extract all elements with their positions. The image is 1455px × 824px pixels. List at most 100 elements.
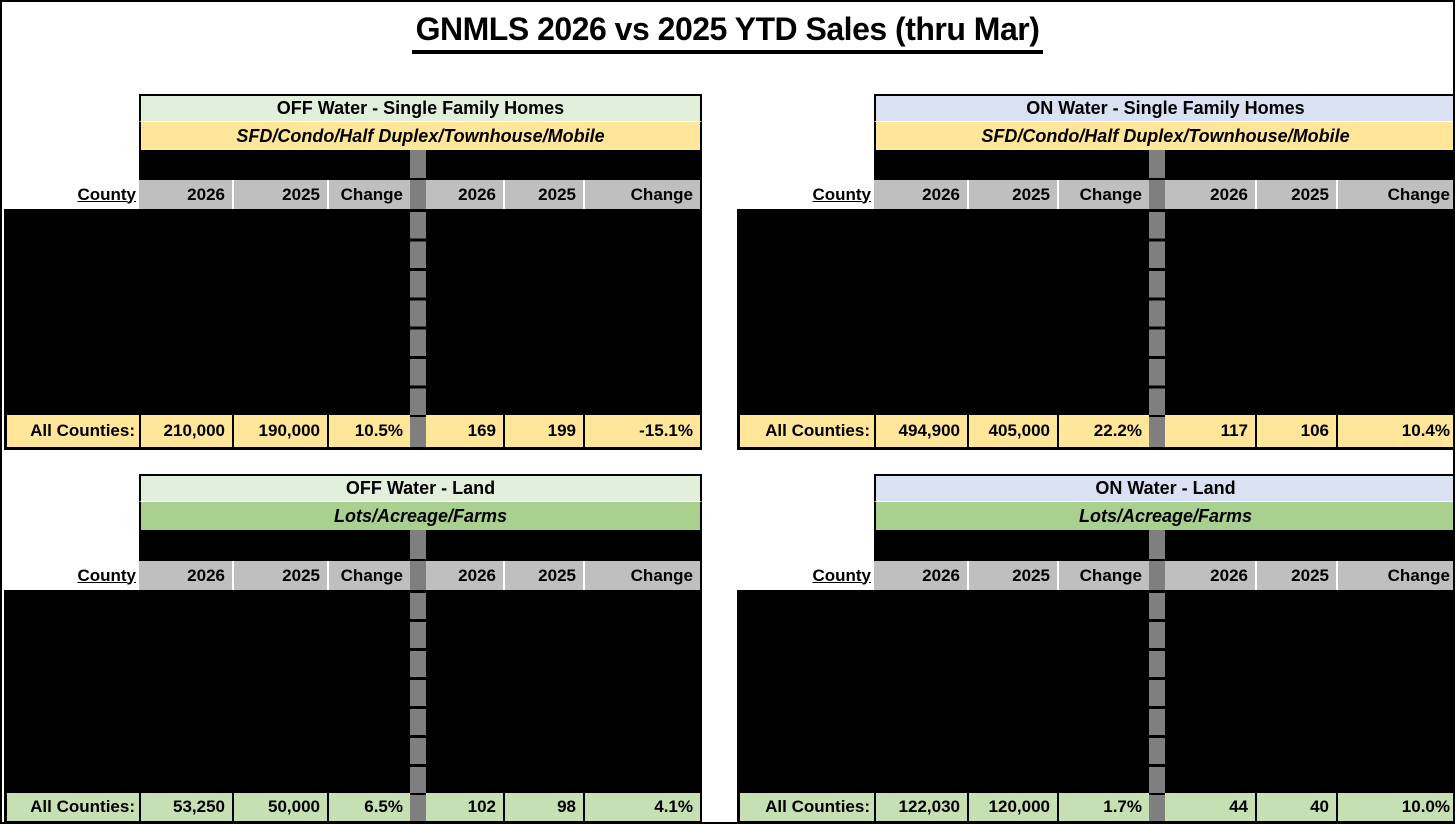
totals-value: 98 — [503, 793, 583, 821]
table-subtitle: Lots/Acreage/Farms — [139, 502, 702, 530]
col-header-change: Change — [327, 561, 410, 590]
col-header-change: Change — [1057, 561, 1149, 590]
totals-value: 4.1% — [583, 793, 702, 821]
col-header-2026: 2026 — [874, 561, 967, 590]
table-title: OFF Water - Land — [139, 474, 702, 502]
divider-column — [410, 150, 426, 180]
totals-value: 199 — [503, 415, 583, 447]
col-header-2026: 2026 — [426, 561, 503, 590]
redacted-county-data — [4, 209, 410, 415]
col-header-2025: 2025 — [503, 561, 583, 590]
table-off-water-single-family-homes: OFF Water - Single Family Homes SFD/Cond… — [4, 94, 702, 450]
col-header-2026: 2026 — [426, 180, 503, 209]
col-header-2025: 2025 — [503, 180, 583, 209]
divider-column — [1149, 561, 1165, 590]
county-column-spacer — [737, 94, 874, 180]
totals-label: All Counties: — [737, 415, 874, 447]
divider-column — [1149, 150, 1165, 180]
totals-value: 44 — [1165, 793, 1255, 821]
totals-value: 210,000 — [139, 415, 232, 447]
divider-column — [1149, 180, 1165, 209]
redacted-county-data — [1165, 209, 1453, 415]
county-header: County — [4, 561, 139, 590]
totals-value: 10.5% — [327, 415, 410, 447]
col-header-2026: 2026 — [874, 180, 967, 209]
redacted-band-left — [139, 150, 410, 180]
col-header-2025: 2025 — [232, 180, 327, 209]
redacted-county-data — [426, 590, 702, 793]
redacted-band-left — [874, 150, 1149, 180]
totals-value: 102 — [426, 793, 503, 821]
table-title: ON Water - Land — [874, 474, 1453, 502]
col-header-change: Change — [1336, 561, 1453, 590]
redacted-county-data — [426, 209, 702, 415]
table-subtitle: Lots/Acreage/Farms — [874, 502, 1453, 530]
divider-column-segments — [1149, 209, 1165, 415]
page-title: GNMLS 2026 vs 2025 YTD Sales (thru Mar) — [411, 11, 1044, 54]
redacted-county-data — [737, 590, 1149, 793]
divider-column-segments — [410, 209, 426, 415]
redacted-band-right — [1165, 150, 1453, 180]
totals-value: 10.0% — [1336, 793, 1453, 821]
totals-value: 6.5% — [327, 793, 410, 821]
title-row: GNMLS 2026 vs 2025 YTD Sales (thru Mar) — [2, 11, 1453, 54]
col-header-2025: 2025 — [232, 561, 327, 590]
totals-value: 106 — [1255, 415, 1336, 447]
redacted-county-data — [1165, 590, 1453, 793]
totals-label: All Counties: — [4, 793, 139, 821]
divider-column — [410, 561, 426, 590]
divider-column-segments — [410, 590, 426, 793]
totals-value: 405,000 — [967, 415, 1057, 447]
table-off-water-land: OFF Water - Land Lots/Acreage/Farms Coun… — [4, 474, 702, 822]
redacted-band-right — [1165, 530, 1453, 561]
col-header-2026: 2026 — [1165, 180, 1255, 209]
col-header-2025: 2025 — [1255, 561, 1336, 590]
county-column-spacer — [4, 474, 139, 561]
totals-value: 40 — [1255, 793, 1336, 821]
divider-column — [410, 415, 426, 447]
county-header: County — [4, 180, 139, 209]
totals-value: 10.4% — [1336, 415, 1453, 447]
totals-value: 53,250 — [139, 793, 232, 821]
col-header-change: Change — [583, 561, 702, 590]
redacted-band-left — [139, 530, 410, 561]
divider-column — [410, 180, 426, 209]
table-subtitle: SFD/Condo/Half Duplex/Townhouse/Mobile — [874, 122, 1453, 150]
col-header-2025: 2025 — [1255, 180, 1336, 209]
col-header-2026: 2026 — [139, 180, 232, 209]
county-column-spacer — [737, 474, 874, 561]
redacted-band-right — [426, 530, 702, 561]
totals-value: -15.1% — [583, 415, 702, 447]
totals-label: All Counties: — [737, 793, 874, 821]
col-header-2025: 2025 — [967, 561, 1057, 590]
redacted-band-right — [426, 150, 702, 180]
table-title: ON Water - Single Family Homes — [874, 94, 1453, 122]
table-on-water-single-family-homes: ON Water - Single Family Homes SFD/Condo… — [737, 94, 1453, 450]
col-header-2025: 2025 — [967, 180, 1057, 209]
totals-value: 50,000 — [232, 793, 327, 821]
col-header-2026: 2026 — [1165, 561, 1255, 590]
divider-column — [410, 530, 426, 561]
col-header-change: Change — [1336, 180, 1453, 209]
divider-column-segments — [1149, 590, 1165, 793]
county-header: County — [737, 561, 874, 590]
col-header-change: Change — [327, 180, 410, 209]
county-header: County — [737, 180, 874, 209]
divider-column — [410, 793, 426, 821]
totals-value: 494,900 — [874, 415, 967, 447]
county-column-spacer — [4, 94, 139, 180]
table-on-water-land: ON Water - Land Lots/Acreage/Farms Count… — [737, 474, 1453, 822]
redacted-county-data — [737, 209, 1149, 415]
totals-value: 22.2% — [1057, 415, 1149, 447]
totals-value: 190,000 — [232, 415, 327, 447]
totals-value: 117 — [1165, 415, 1255, 447]
totals-value: 122,030 — [874, 793, 967, 821]
table-subtitle: SFD/Condo/Half Duplex/Townhouse/Mobile — [139, 122, 702, 150]
col-header-change: Change — [583, 180, 702, 209]
col-header-change: Change — [1057, 180, 1149, 209]
totals-label: All Counties: — [4, 415, 139, 447]
divider-column — [1149, 530, 1165, 561]
divider-column — [1149, 415, 1165, 447]
divider-column — [1149, 793, 1165, 821]
